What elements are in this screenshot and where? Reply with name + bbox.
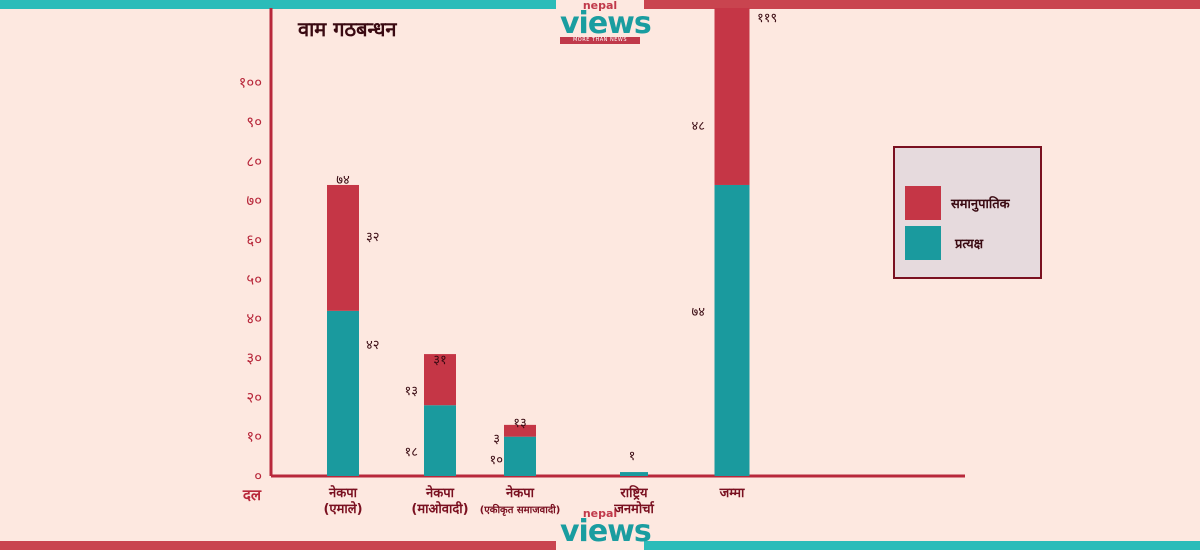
bar-direct-0 (327, 310, 359, 476)
bar-direct-1 (424, 405, 456, 476)
data-label-proportional: ४८ (691, 119, 705, 134)
data-label-total: १३ (513, 416, 527, 431)
y-tick-label: १० (246, 428, 262, 446)
x-tick-label: जनमोर्चा (613, 501, 655, 517)
bar-proportional-0 (327, 184, 359, 311)
y-tick-label: ४० (246, 310, 262, 328)
bar-direct-4 (714, 184, 750, 476)
top-stripe-red (644, 0, 1200, 9)
legend-swatch-direct (905, 226, 941, 260)
bottom-stripe-red (0, 541, 556, 550)
chart-title: वाम गठबन्धन (297, 17, 397, 41)
x-tick-label: राष्ट्रिय (619, 485, 648, 501)
x-tick-label: नेकपा (328, 485, 358, 501)
y-tick-label: ७० (246, 192, 262, 210)
brand-logo-big: views (560, 6, 652, 41)
data-label-direct: १८ (404, 445, 418, 460)
y-tick-label: ५० (246, 270, 262, 288)
data-label-total: ११९ (757, 11, 777, 26)
brand-logo-small: nepal (582, 507, 618, 520)
legend-item-proportional: समानुपातिक (905, 186, 1010, 220)
x-tick-label: (माओवादी) (411, 501, 468, 517)
data-label-direct: १० (489, 453, 503, 468)
bar-proportional-1 (424, 354, 456, 406)
brand-logo-bottom: nepal views (560, 507, 652, 549)
x-axis-label: दल (242, 486, 262, 504)
data-label-total: ३१ (433, 353, 447, 368)
data-label-proportional: ३२ (366, 230, 380, 245)
legend-item-direct: प्रत्यक्ष (905, 226, 983, 260)
data-label-direct: ७४ (691, 305, 705, 320)
data-label-total: १ (629, 449, 636, 464)
x-tick-label: (एमाले) (323, 501, 362, 517)
y-tick-label: ९० (246, 113, 262, 131)
y-tick-label: ० (254, 467, 262, 485)
y-tick-label: ६० (246, 231, 262, 249)
bar-direct-2 (504, 436, 536, 476)
legend-swatch-proportional (905, 186, 941, 220)
x-tick-label: नेकपा (425, 485, 455, 501)
brand-logo-big: views (560, 514, 652, 549)
bottom-stripe-teal (644, 541, 1200, 550)
top-stripe-teal (0, 0, 556, 9)
y-tick-label: २० (246, 388, 262, 406)
legend-label-direct: प्रत्यक्ष (955, 237, 984, 252)
brand-tagline: MORE THAN NEWS (560, 37, 640, 44)
y-tick-label: १०० (239, 74, 262, 92)
data-label-proportional: ३ (493, 432, 500, 447)
bar-proportional-2 (504, 424, 536, 437)
bar-direct-3 (620, 472, 648, 476)
data-label-direct: ४२ (366, 338, 380, 353)
data-label-total: ७४ (336, 173, 350, 188)
y-tick-label: ३० (246, 349, 262, 367)
x-tick-label: नेकपा (505, 485, 535, 501)
chart-legend: समानुपातिक प्रत्यक्ष (893, 146, 1042, 279)
x-tick-label: जम्मा (719, 486, 745, 501)
bar-proportional-4 (714, 8, 750, 185)
y-tick-label: ८० (246, 152, 262, 170)
legend-label-proportional: समानुपातिक (951, 197, 1010, 212)
data-label-proportional: १३ (404, 384, 418, 399)
brand-logo-small: nepal (582, 0, 618, 12)
x-tick-label: (एकीकृत समाजवादी) (480, 503, 561, 516)
brand-logo-top: nepal views MORE THAN NEWS (560, 0, 652, 44)
